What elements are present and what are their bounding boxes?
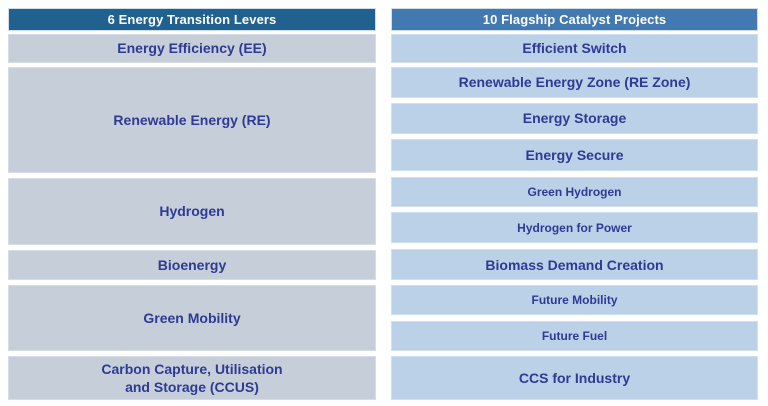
project-re-zone: Renewable Energy Zone (RE Zone) [391, 66, 758, 98]
lever-hydrogen: Hydrogen [8, 177, 376, 246]
lever-label: Green Mobility [143, 310, 241, 327]
levers-column: 6 Energy Transition Levers Energy Effici… [8, 8, 376, 400]
project-energy-secure: Energy Secure [391, 138, 758, 171]
project-label: Efficient Switch [522, 40, 627, 57]
lever-renewable-energy: Renewable Energy (RE) [8, 66, 376, 173]
lever-label: Energy Efficiency (EE) [117, 40, 267, 57]
projects-column: 10 Flagship Catalyst Projects Efficient … [391, 8, 758, 400]
project-efficient-switch: Efficient Switch [391, 33, 758, 63]
levers-column-header: 6 Energy Transition Levers [8, 8, 376, 31]
lever-label: Hydrogen [159, 203, 225, 220]
project-future-fuel: Future Fuel [391, 321, 758, 352]
project-green-hydrogen: Green Hydrogen [391, 176, 758, 208]
project-ccs-for-industry: CCS for Industry [391, 356, 758, 400]
levers-column-title: 6 Energy Transition Levers [107, 11, 277, 27]
project-future-mobility: Future Mobility [391, 285, 758, 316]
project-energy-storage: Energy Storage [391, 102, 758, 134]
project-biomass-demand-creation: Biomass Demand Creation [391, 249, 758, 281]
project-label: Green Hydrogen [527, 185, 622, 200]
project-label: Energy Storage [522, 110, 627, 127]
projects-column-title: 10 Flagship Catalyst Projects [482, 11, 667, 27]
lever-label: Carbon Capture, Utilisation and Storage … [101, 361, 283, 396]
lever-label: Renewable Energy (RE) [113, 111, 271, 128]
project-label: Biomass Demand Creation [485, 256, 664, 273]
lever-ccus: Carbon Capture, Utilisation and Storage … [8, 356, 376, 400]
project-label: Energy Secure [525, 146, 624, 163]
project-label: Renewable Energy Zone (RE Zone) [458, 74, 691, 91]
lever-label: Bioenergy [157, 257, 227, 274]
lever-energy-efficiency: Energy Efficiency (EE) [8, 33, 376, 63]
project-label: Future Fuel [541, 329, 608, 344]
project-label: CCS for Industry [518, 370, 631, 387]
project-label: Future Mobility [531, 293, 618, 308]
project-label: Hydrogen for Power [517, 220, 632, 235]
projects-column-header: 10 Flagship Catalyst Projects [391, 8, 758, 31]
lever-bioenergy: Bioenergy [8, 250, 376, 281]
project-hydrogen-for-power: Hydrogen for Power [391, 212, 758, 244]
lever-green-mobility: Green Mobility [8, 285, 376, 352]
